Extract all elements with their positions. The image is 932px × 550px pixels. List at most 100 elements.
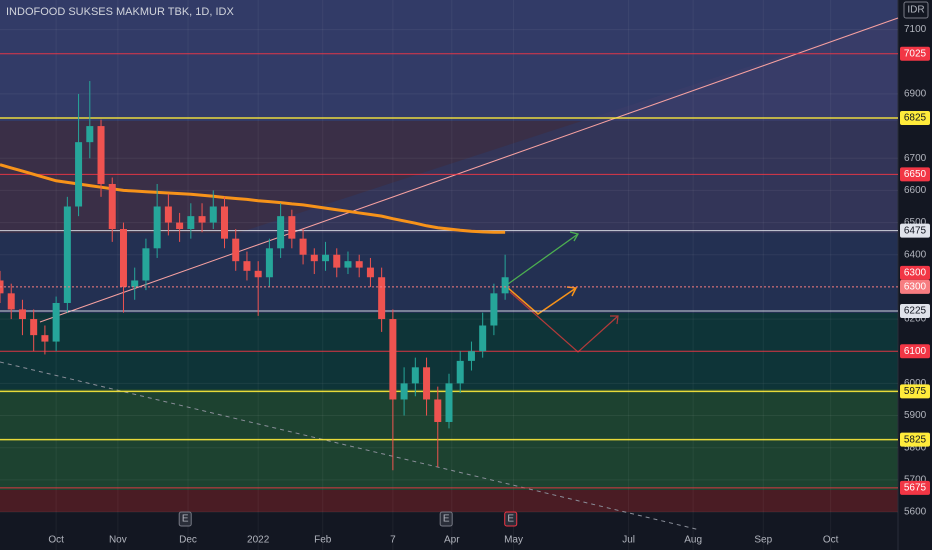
candle-body [310,254,318,262]
candle-body [18,309,26,320]
currency-box [903,1,929,19]
x-tick-label: Feb [314,535,332,546]
level-label: 6100 [904,346,927,357]
candle-body [490,293,498,326]
candle-body [221,206,228,239]
zone [0,490,898,512]
level-label-box [900,304,930,319]
arrow [509,291,619,353]
level-label: 5825 [904,434,927,445]
candle-body [131,280,139,287]
candle-body [501,277,509,294]
x-tick-label: Oct [48,535,64,546]
candle-body [333,254,341,268]
candle-body [41,335,49,342]
x-tick-label: Oct [823,535,839,546]
candle-body [467,351,475,361]
y-tick-label: 6000 [904,378,927,389]
level-label: 7025 [904,48,927,59]
level-label-box [900,46,930,61]
candle-body [86,126,94,143]
x-tick-label: May [504,535,523,546]
candle-body [254,270,262,278]
event-marker [178,511,192,527]
y-tick-label: 6700 [904,153,927,164]
candle-body [198,216,206,223]
candle-body [119,229,127,287]
level-label-box [900,344,930,359]
arrow [507,287,577,315]
level-label-box [900,432,930,447]
candle-body [355,261,363,268]
arrow-head [610,315,619,325]
candle-body [30,319,38,336]
candle-body [366,267,374,278]
candle-body [456,360,464,384]
candle-body [479,325,487,352]
x-tick-label: 7 [390,535,396,546]
chart-title: INDOFOOD SUKSES MAKMUR TBK, 1D, IDX [6,6,234,18]
x-tick-label: Aug [684,535,702,546]
candle-body [277,216,285,249]
candle-body [389,319,397,400]
arrow-head [569,231,579,242]
candle-body [288,216,296,239]
moving-average [0,163,506,234]
y-tick-label: 6600 [904,185,927,196]
arrow [507,233,579,285]
candle-body [378,277,386,320]
y-tick-label: 5600 [904,507,927,518]
price-label: 6300 [904,268,927,279]
candle-body [411,367,419,384]
candle-body [445,383,453,422]
candle-body [75,142,83,207]
y-tick-label: 6900 [904,89,927,100]
level-label: 5675 [904,483,927,494]
candle-body [400,383,408,400]
candle-body [232,238,240,262]
zone [0,233,898,313]
candle-body [153,206,161,249]
event-label: E [507,514,514,525]
y-tick-label: 5900 [904,410,927,421]
y-tick-label: 5700 [904,475,927,486]
level-label: 6825 [904,113,927,124]
candle-body [243,261,251,271]
candle-body [322,254,330,262]
candle-body [344,261,352,268]
x-tick-label: Dec [179,535,197,546]
x-tick-label: Jul [622,535,635,546]
trend-line [39,17,899,323]
candle-body [299,238,307,255]
candle-body [63,206,71,303]
x-tick-label: Sep [754,535,772,546]
y-tick-label: 6400 [904,249,927,260]
level-label-box [900,167,930,182]
level-label-box [900,111,930,126]
currency: IDR [907,5,924,16]
candle-body [97,126,105,184]
candle-body [52,302,60,342]
x-tick-label: 2022 [247,535,270,546]
candle-body [423,367,431,400]
candle-body [164,206,172,223]
candle-body [142,248,150,281]
event-label: E [443,514,450,525]
level-label: 6650 [904,169,927,180]
y-tick-label: 6500 [904,217,927,228]
candle-body [187,216,195,230]
price-label-box [900,279,930,294]
level-label-box [900,223,930,238]
candle-body [176,222,184,230]
candle-body [209,206,217,223]
x-tick-label: Nov [109,535,127,546]
event-marker [439,511,453,527]
level-label: 5975 [904,386,927,397]
price-label-box [900,265,930,280]
candle-body [265,248,273,278]
y-tick-label: 6200 [904,314,927,325]
y-tick-label: 7100 [904,24,927,35]
event-marker [504,511,518,527]
